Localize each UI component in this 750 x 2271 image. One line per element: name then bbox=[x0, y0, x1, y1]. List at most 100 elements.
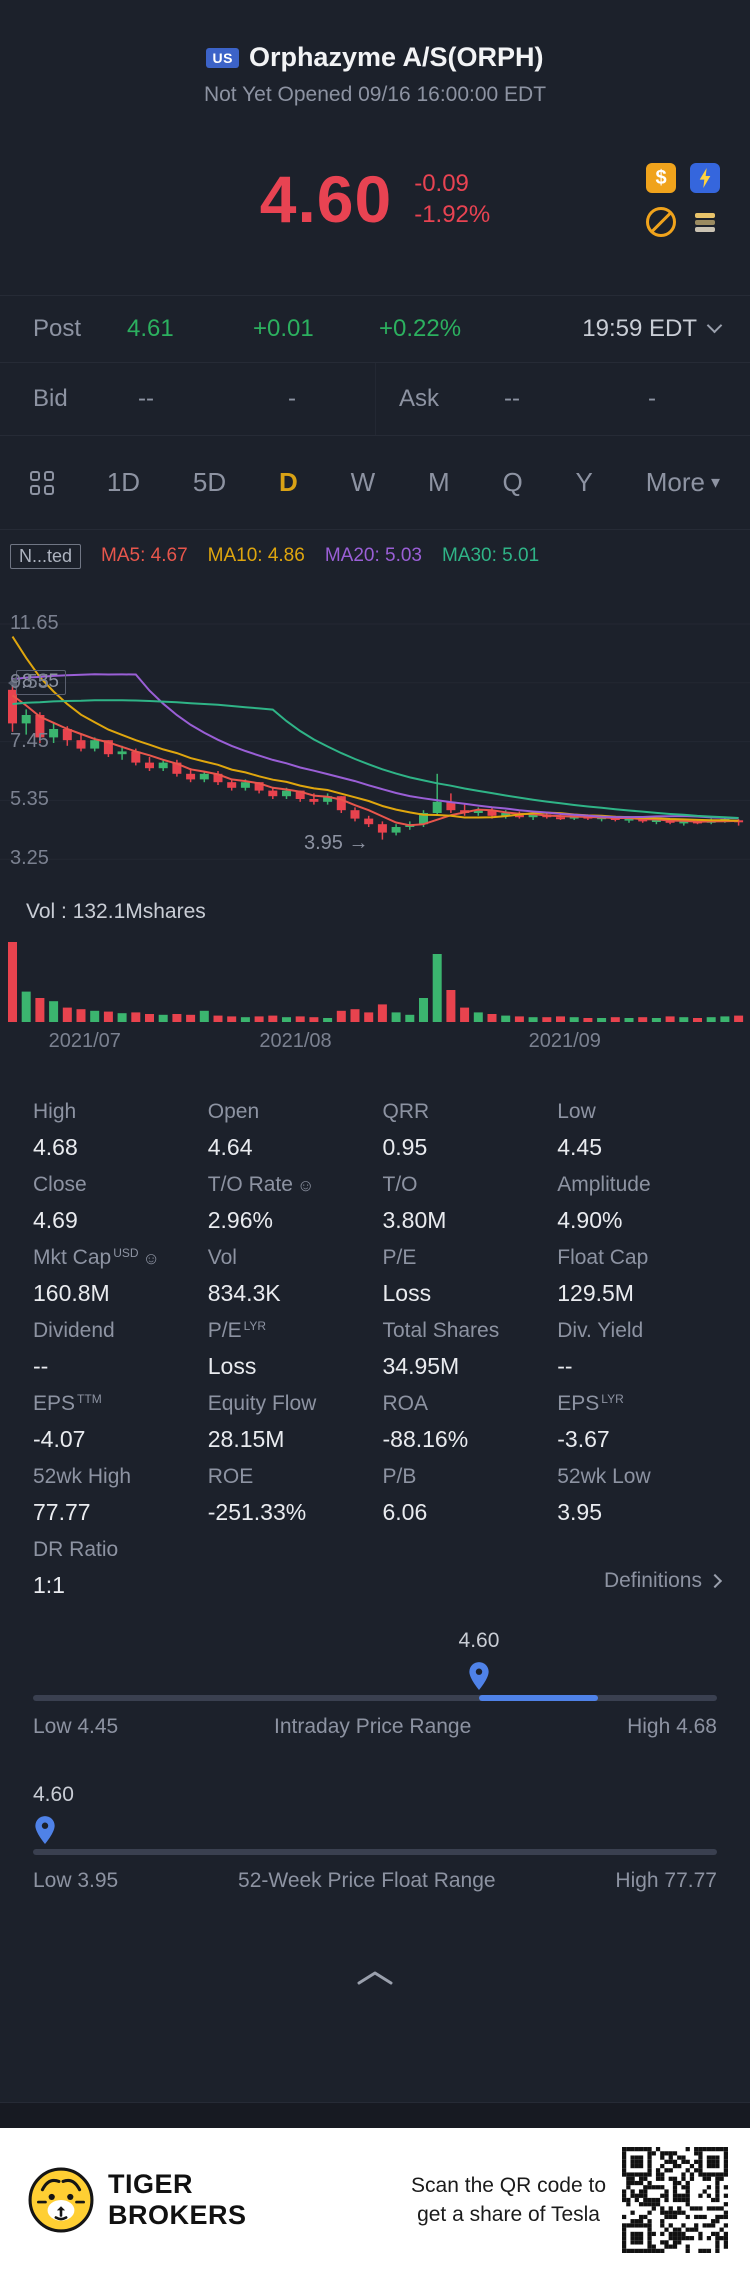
layers-icon[interactable] bbox=[690, 207, 720, 237]
collapse-panel-button[interactable] bbox=[0, 1969, 750, 1987]
tab-d[interactable]: D bbox=[278, 467, 298, 497]
tab-5d[interactable]: 5D bbox=[192, 467, 227, 497]
ma-legend-item: MA30: 5.01 bbox=[441, 545, 540, 566]
post-time: 19:59 EDT bbox=[582, 315, 697, 342]
x-axis-label: 2021/07 bbox=[48, 1030, 121, 1052]
stat-52wk-low: 52wk Low 3.95 bbox=[557, 1465, 732, 1526]
range-high-label: High 4.68 bbox=[627, 1715, 717, 1738]
stat-label: P/E bbox=[207, 1319, 242, 1342]
y-axis-label: 9.55 bbox=[10, 670, 49, 693]
stat-label: Equity Flow bbox=[207, 1392, 317, 1415]
us-flag-badge: US bbox=[206, 47, 239, 68]
tab-q[interactable]: Q bbox=[502, 467, 523, 497]
stat-value: 6.06 bbox=[382, 1499, 428, 1525]
stat-value: -88.16% bbox=[382, 1426, 469, 1452]
stat-float-cap: Float Cap 129.5M bbox=[557, 1246, 732, 1307]
bid-price: -- bbox=[138, 385, 154, 412]
tab-1d[interactable]: 1D bbox=[106, 467, 141, 497]
post-market-row: Post 4.61 +0.01 +0.22% 19:59 EDT bbox=[0, 295, 750, 362]
price-change-pct: -1.92% bbox=[414, 201, 491, 228]
restricted-icon[interactable] bbox=[646, 207, 676, 237]
y-axis-label: 3.25 bbox=[10, 847, 49, 870]
section-divider bbox=[0, 2102, 750, 2128]
x-axis-labels: 2021/07 2021/08 2021/09 bbox=[0, 1026, 750, 1060]
brand-name: TIGER BROKERS bbox=[108, 2169, 247, 2231]
adjust-mode-selector[interactable]: N...ted bbox=[10, 543, 82, 569]
ma-legend-item: MA20: 5.03 bbox=[324, 545, 422, 566]
bid-ask-row: Bid -- - Ask -- - bbox=[0, 362, 750, 436]
stat-value: 834.3K bbox=[207, 1280, 281, 1306]
stat-superscript: LYR bbox=[601, 1392, 624, 1406]
stat-label: T/O Rate bbox=[207, 1173, 293, 1196]
stat-value: 4.68 bbox=[33, 1134, 78, 1160]
chevron-up-icon bbox=[357, 1971, 393, 1985]
stat-value: 1:1 bbox=[33, 1572, 65, 1598]
market-status: Not Yet Opened 09/16 16:00:00 EDT bbox=[203, 83, 547, 106]
stat-t-o: T/O 3.80M bbox=[383, 1173, 558, 1234]
stat-value: 129.5M bbox=[557, 1280, 634, 1306]
y-axis-label: 7.45 bbox=[10, 729, 49, 752]
left-arrow-icon bbox=[8, 676, 16, 689]
stat-dividend: Dividend -- bbox=[33, 1319, 208, 1380]
tab-m[interactable]: M bbox=[427, 467, 450, 497]
stat-label: P/E bbox=[382, 1246, 417, 1269]
session-time-selector[interactable]: 19:59 EDT bbox=[582, 315, 723, 343]
slider-track bbox=[33, 1849, 717, 1855]
stat-superscript: TTM bbox=[77, 1392, 102, 1406]
dollar-icon[interactable]: $ bbox=[646, 163, 676, 193]
chart-legend: N...ted MA5: 4.67 MA10: 4.86 MA20: 5.03 MA3… bbox=[0, 530, 750, 582]
stat-value: 4.69 bbox=[33, 1207, 78, 1233]
info-icon[interactable]: ☺ bbox=[296, 1176, 315, 1195]
stat-label: Div. Yield bbox=[557, 1319, 644, 1342]
chart-type-grid-icon[interactable] bbox=[30, 470, 54, 495]
info-icon[interactable]: ☺ bbox=[142, 1249, 160, 1268]
52week-range-slider: 4.60 Low 3.95 52-Week Price Float Range … bbox=[0, 1783, 750, 1893]
brand-line2: BROKERS bbox=[108, 2199, 247, 2230]
stat-roe: ROE -251.33% bbox=[208, 1465, 383, 1526]
price-flag: 8.35 bbox=[8, 670, 66, 696]
stat-equity-flow: Equity Flow 28.15M bbox=[208, 1392, 383, 1453]
tab-more[interactable]: More ▾ bbox=[645, 467, 720, 497]
promo-text: Scan the QR code to get a share of Tesla bbox=[411, 2171, 606, 2229]
flash-icon[interactable] bbox=[690, 163, 720, 193]
post-change-pct: +0.22% bbox=[379, 315, 462, 342]
price-change: -0.09 bbox=[414, 170, 469, 197]
candles-svg bbox=[0, 623, 750, 860]
stat-high: High 4.68 bbox=[33, 1100, 208, 1161]
stat-label: Float Cap bbox=[557, 1246, 649, 1269]
stat-label: ROA bbox=[382, 1392, 429, 1415]
quote-section: 4.60 -0.09 -1.92% $ bbox=[0, 107, 750, 295]
slider-current-value: 4.60 bbox=[33, 1783, 74, 1806]
candlestick-chart[interactable]: 8.35 3.95 → 11.65 9.55 7.45 5.35 3.25 bbox=[0, 582, 750, 882]
stat-label: Dividend bbox=[33, 1319, 115, 1342]
stat-label: Low bbox=[557, 1100, 596, 1123]
y-axis-label: 11.65 bbox=[10, 612, 59, 634]
ma-legend-item: MA5: 4.67 bbox=[101, 545, 188, 566]
slider-fill bbox=[478, 1695, 598, 1701]
stat-value: -- bbox=[557, 1353, 573, 1379]
tab-w[interactable]: W bbox=[350, 467, 376, 497]
stat-label: EPS bbox=[557, 1392, 600, 1415]
ask-price: -- bbox=[504, 385, 520, 412]
tiger-logo bbox=[28, 2167, 94, 2232]
post-price: 4.61 bbox=[127, 315, 174, 342]
volume-chart[interactable] bbox=[0, 938, 750, 1026]
tab-y[interactable]: Y bbox=[575, 467, 593, 497]
stat-eps-ttm: EPS TTM -4.07 bbox=[33, 1392, 208, 1453]
x-axis-label: 2021/09 bbox=[528, 1030, 601, 1052]
chevron-down-icon: ▾ bbox=[710, 472, 720, 492]
price-pin-icon bbox=[468, 1661, 490, 1691]
bid-size: - bbox=[288, 385, 296, 412]
stat-value: 4.90% bbox=[557, 1207, 623, 1233]
stat-value: 4.45 bbox=[557, 1134, 603, 1160]
stat-label: Vol bbox=[207, 1246, 237, 1269]
stat-eps-lyr: EPS LYR -3.67 bbox=[557, 1392, 732, 1453]
footer-banner[interactable]: TIGER BROKERS Scan the QR code to get a … bbox=[0, 2128, 750, 2271]
feature-badges: $ bbox=[646, 163, 720, 237]
definitions-link[interactable]: Definitions bbox=[604, 1569, 732, 1593]
stat-p-e-lyr: P/E LYR Loss bbox=[208, 1319, 383, 1380]
range-title: Intraday Price Range bbox=[274, 1715, 472, 1738]
stat-mkt-cap-usd: Mkt Cap USD ☺ 160.8M bbox=[33, 1246, 208, 1307]
stat-value: -- bbox=[33, 1353, 49, 1379]
stat-label: Total Shares bbox=[382, 1319, 500, 1342]
